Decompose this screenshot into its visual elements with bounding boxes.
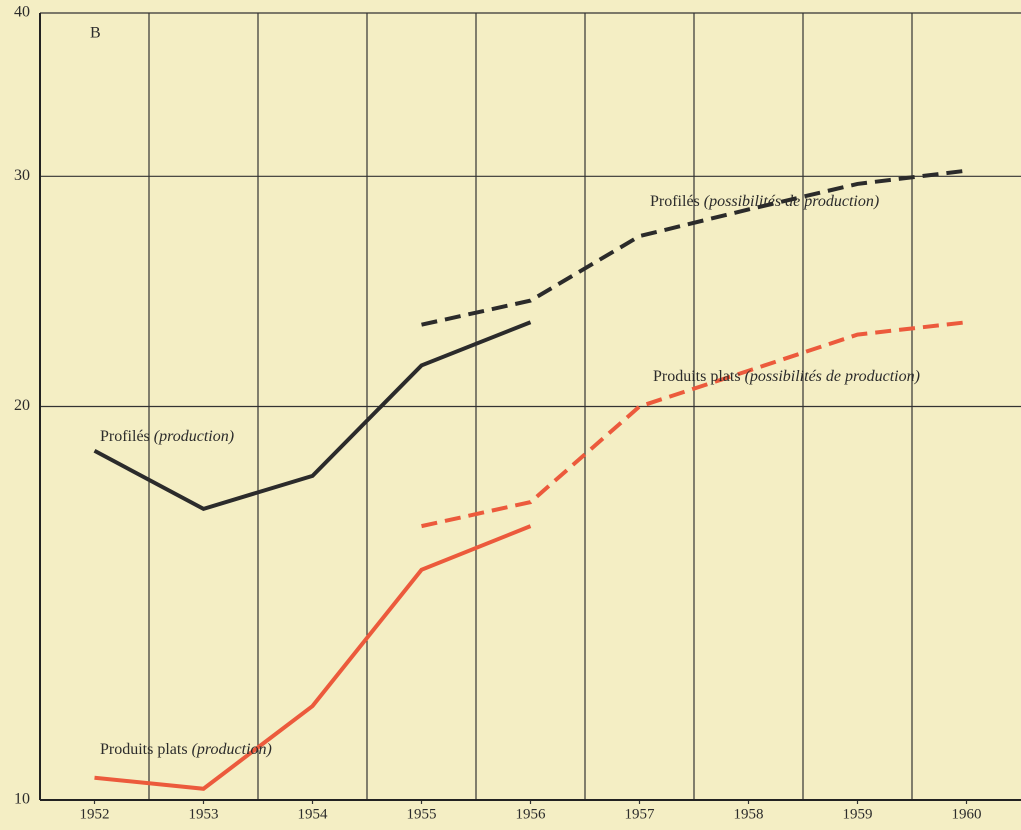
x-tick-label: 1956 xyxy=(516,806,547,822)
series-line xyxy=(421,168,967,327)
series-line xyxy=(94,524,532,791)
x-tick-label: 1958 xyxy=(734,806,764,822)
series-label-name: Produits plats xyxy=(653,368,741,385)
series-label-name: Profilés xyxy=(100,428,150,445)
y-tick-label: 40 xyxy=(14,4,30,21)
y-tick-label: 30 xyxy=(14,167,30,184)
x-tick-label: 1954 xyxy=(298,806,329,822)
x-tick-label: 1959 xyxy=(843,806,873,822)
series-label-name: Profilés xyxy=(650,193,700,210)
x-tick-label: 1957 xyxy=(625,806,656,822)
panel-label: B xyxy=(90,25,101,42)
series-label-note: (production) xyxy=(154,428,234,445)
series-label: Produits plats (production) xyxy=(100,741,272,758)
y-tick-label: 10 xyxy=(14,791,30,808)
series-line xyxy=(93,320,532,512)
series-line xyxy=(421,320,967,529)
x-tick-label: 1952 xyxy=(80,806,110,822)
series-label-note: (possibilités de production) xyxy=(704,193,879,210)
series-label: Profilés (possibilités de production) xyxy=(650,193,879,210)
series-label: Produits plats (possibilités de producti… xyxy=(653,368,920,385)
x-tick-label: 1960 xyxy=(952,806,982,822)
x-tick-label: 1955 xyxy=(407,806,437,822)
y-tick-label: 20 xyxy=(14,397,30,414)
series-label: Profilés (production) xyxy=(100,428,234,445)
series-label-note: (possibilités de production) xyxy=(745,368,920,385)
series-label-note: (production) xyxy=(192,741,272,758)
x-tick-label: 1953 xyxy=(189,806,219,822)
series-label-name: Produits plats xyxy=(100,741,188,758)
